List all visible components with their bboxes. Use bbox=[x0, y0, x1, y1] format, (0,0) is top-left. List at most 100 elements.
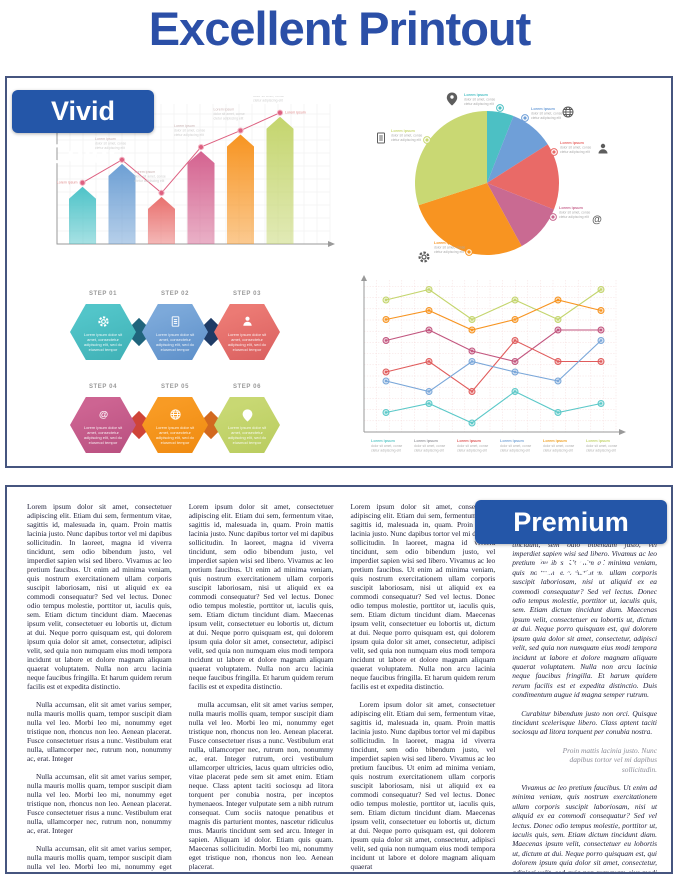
at-icon: @ bbox=[592, 214, 602, 225]
svg-text:ctetur adipiscing elit: ctetur adipiscing elit bbox=[531, 116, 561, 120]
svg-text:ctetur adipiscing elit: ctetur adipiscing elit bbox=[560, 150, 590, 154]
svg-text:dolor sit amet, conse: dolor sit amet, conse bbox=[559, 211, 590, 215]
step-label: STEP 04 bbox=[88, 384, 118, 390]
svg-text:dolor sit amet, conse: dolor sit amet, conse bbox=[214, 112, 245, 116]
svg-text:ctetur adipiscing elit: ctetur adipiscing elit bbox=[457, 449, 487, 453]
person-icon bbox=[242, 316, 252, 326]
svg-text:ctetur adipiscing elit: ctetur adipiscing elit bbox=[434, 250, 464, 254]
pie-slice bbox=[487, 111, 514, 183]
globe-icon bbox=[169, 408, 181, 420]
line-series bbox=[385, 288, 602, 321]
bar bbox=[187, 151, 215, 244]
hexagon-step: Lorem ipsum dolor sit amet, consectetur … bbox=[214, 397, 280, 453]
svg-text:Lorem ipsum: Lorem ipsum bbox=[174, 124, 195, 128]
person-icon bbox=[598, 143, 608, 154]
gear-icon bbox=[418, 251, 430, 263]
step-label: STEP 06 bbox=[232, 384, 262, 390]
at-icon: @ bbox=[98, 409, 107, 419]
step-body-text: Lorem ipsum dolor sit amet, consectetur … bbox=[155, 424, 195, 445]
svg-text:Lorem ipsum: Lorem ipsum bbox=[457, 439, 481, 443]
text-column-3: Lorem ipsum dolor sit amet, consectetuer… bbox=[351, 502, 496, 872]
vivid-color-panel: Vivid Color Lorem ipsum Lorem ipsum dolor … bbox=[5, 76, 673, 468]
line-series bbox=[385, 390, 602, 424]
svg-text:ctetur adipiscing elit: ctetur adipiscing elit bbox=[371, 449, 401, 453]
hexagon-step: Lorem ipsum dolor sit amet, consectetur … bbox=[70, 304, 136, 360]
svg-text:dolor sit amet, conse: dolor sit amet, conse bbox=[531, 112, 562, 116]
bar bbox=[266, 116, 294, 244]
step-body-text: Lorem ipsum dolor sit amet, consectetur … bbox=[227, 424, 267, 445]
document-icon bbox=[171, 315, 179, 327]
svg-text:Lorem ipsum: Lorem ipsum bbox=[135, 170, 156, 174]
paragraph: Lorem ipsum dolor sit amet, consectetuer… bbox=[350, 700, 496, 871]
hexagon-step: @ Lorem ipsum dolor sit amet, consectetur… bbox=[70, 397, 136, 453]
svg-text:dolor sit amet, conse: dolor sit amet, conse bbox=[174, 129, 205, 133]
trend-point bbox=[158, 189, 165, 197]
step-body-text: Lorem ipsum dolor sit amet, consectetur … bbox=[83, 331, 123, 352]
trend-point bbox=[79, 179, 86, 186]
svg-text:ctetur adipiscing elit: ctetur adipiscing elit bbox=[414, 449, 444, 453]
pie-slice bbox=[415, 111, 487, 206]
step-body-text: Lorem ipsum dolor sit amet, consectetur … bbox=[155, 331, 195, 352]
line-series bbox=[385, 340, 602, 393]
globe-icon bbox=[562, 106, 574, 118]
text-columns: Lorem ipsum dolor sit amet, consectetuer… bbox=[27, 502, 657, 872]
hexagon-step: Lorem ipsum dolor sit amet, consectetur … bbox=[214, 304, 280, 360]
trend-point bbox=[276, 109, 284, 116]
paragraph: Vivamus ac leo pretium faucibus. Ut enim… bbox=[512, 782, 657, 874]
svg-text:Lorem ipsum: Lorem ipsum bbox=[95, 137, 116, 141]
svg-text:dolor sit amet, conse: dolor sit amet, conse bbox=[391, 134, 422, 138]
line-series bbox=[385, 299, 602, 331]
svg-text:dolor sit amet, conse: dolor sit amet, conse bbox=[500, 444, 531, 448]
svg-text:dolor sit amet, conse: dolor sit amet, conse bbox=[371, 444, 402, 448]
hexagon-step: Lorem ipsum dolor sit amet, consectetur … bbox=[142, 304, 208, 360]
step-label: STEP 01 bbox=[88, 291, 118, 297]
svg-text:Lorem ipsum: Lorem ipsum bbox=[414, 439, 438, 443]
pie-slice bbox=[487, 144, 559, 210]
step-body-text: Lorem ipsum dolor sit amet, consectetur … bbox=[227, 331, 267, 352]
svg-text:Lorem ipsum: Lorem ipsum bbox=[464, 93, 488, 97]
svg-text:Lorem ipsum: Lorem ipsum bbox=[434, 241, 458, 245]
pin-icon bbox=[446, 92, 458, 106]
paragraph: Lorem ipsum dolor sit amet, consectetuer… bbox=[27, 502, 172, 691]
svg-text:Lorem ipsum: Lorem ipsum bbox=[543, 439, 567, 443]
bar bbox=[69, 186, 96, 244]
paragraph: Curabitur bibendum justo non orci. Quisq… bbox=[512, 708, 657, 737]
pie-slice bbox=[418, 183, 522, 256]
gear-icon bbox=[97, 315, 109, 327]
line-series bbox=[385, 329, 601, 363]
steps-infographic: STEP 01 Lorem ipsum dolor sit amet, conse… bbox=[7, 78, 671, 466]
globe-icon bbox=[169, 408, 181, 420]
svg-text:Lorem ipsum: Lorem ipsum bbox=[560, 141, 584, 145]
svg-text:dolor sit amet, conse: dolor sit amet, conse bbox=[586, 444, 617, 448]
svg-text:dolor sit amet, conse: dolor sit amet, conse bbox=[414, 444, 445, 448]
svg-text:Lorem ipsum: Lorem ipsum bbox=[214, 108, 235, 112]
paragraph: Proin mattis lacinia justo. Nunc dapibus… bbox=[562, 745, 657, 774]
paragraph: Lorem ipsum dolor sit amet, consectetuer… bbox=[350, 502, 496, 691]
document-icon bbox=[171, 315, 179, 327]
trend-point bbox=[197, 143, 205, 151]
svg-text:dolor sit amet, conse: dolor sit amet, conse bbox=[543, 444, 574, 448]
svg-text:ctetur adipiscing elit: ctetur adipiscing elit bbox=[174, 133, 204, 137]
premium-black-panel: Lorem ipsum dolor sit amet, consectetuer… bbox=[5, 485, 673, 874]
bar bbox=[148, 196, 175, 244]
svg-text:ctetur adipiscing elit: ctetur adipiscing elit bbox=[253, 99, 283, 103]
bar bbox=[108, 163, 136, 244]
gear-icon bbox=[97, 315, 109, 327]
svg-text:dolor sit amet, conse: dolor sit amet, conse bbox=[560, 146, 591, 150]
paragraph: Nulla accumsan, elit sit amet varius sem… bbox=[27, 844, 172, 872]
svg-text:ctetur adipiscing elit: ctetur adipiscing elit bbox=[135, 179, 165, 183]
svg-text:ctetur adipiscing elit: ctetur adipiscing elit bbox=[95, 146, 125, 150]
svg-text:dolor sit amet, conse: dolor sit amet, conse bbox=[95, 141, 126, 145]
svg-text:Lorem ipsum: Lorem ipsum bbox=[559, 206, 583, 210]
svg-text:@: @ bbox=[592, 214, 602, 225]
document-icon bbox=[377, 132, 385, 144]
at-icon: @ bbox=[98, 409, 107, 419]
svg-text:Lorem ipsum: Lorem ipsum bbox=[391, 129, 415, 133]
paragraph: Nulla accumsan, elit sit amet varius sem… bbox=[27, 772, 172, 835]
step-body-text: Lorem ipsum dolor sit amet, consectetur … bbox=[83, 424, 123, 445]
pin-icon bbox=[242, 408, 252, 422]
